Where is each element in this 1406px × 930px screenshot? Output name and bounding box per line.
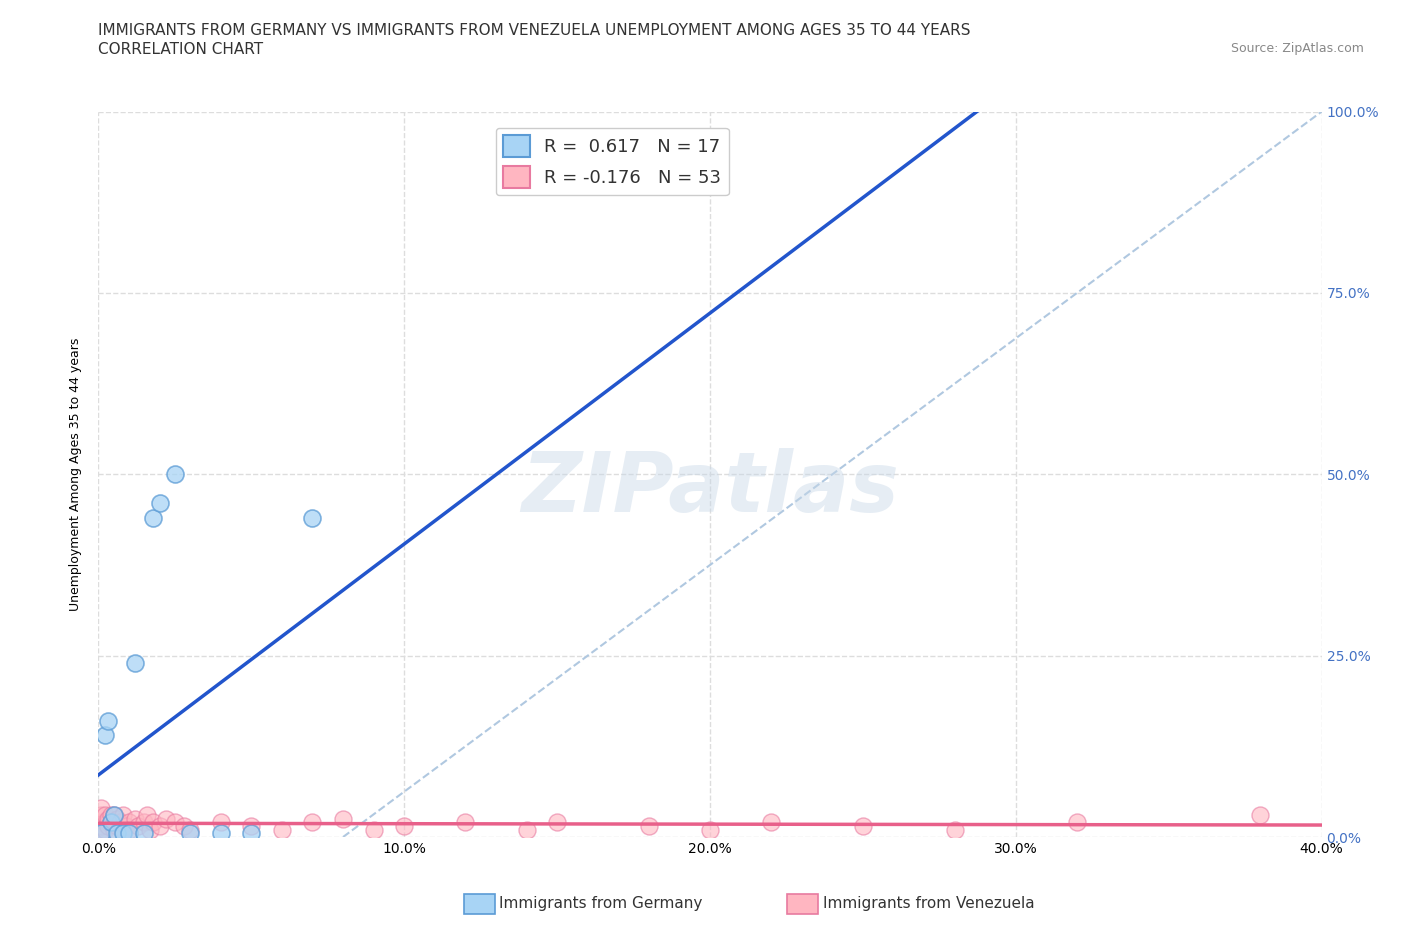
Point: [103, 822, 125, 837]
Point: [90, 822, 112, 837]
Point: [240, 818, 263, 833]
Point: [454, 815, 477, 830]
Point: [118, 822, 141, 837]
Point: [97, 815, 120, 830]
Point: [699, 822, 721, 837]
Point: [179, 822, 201, 837]
Point: [270, 822, 292, 837]
Point: [759, 815, 782, 830]
Point: [1066, 815, 1088, 830]
Point: [301, 511, 323, 525]
Point: [392, 818, 416, 833]
Point: [97, 818, 120, 833]
Point: [90, 801, 112, 816]
Point: [142, 815, 165, 830]
Point: [111, 808, 134, 823]
Point: [97, 713, 120, 728]
Point: [209, 815, 232, 830]
Point: [240, 826, 263, 841]
Point: [100, 815, 122, 830]
Point: [149, 818, 172, 833]
Point: [301, 815, 323, 830]
Point: [100, 808, 122, 823]
Point: [127, 818, 149, 833]
Point: [103, 808, 125, 823]
Point: [124, 656, 146, 671]
Point: [103, 808, 125, 823]
Point: [100, 815, 122, 830]
Point: [134, 826, 156, 841]
Point: [136, 808, 159, 823]
Point: [852, 818, 875, 833]
Point: [97, 811, 120, 827]
Point: [103, 815, 125, 830]
Y-axis label: Unemployment Among Ages 35 to 44 years: Unemployment Among Ages 35 to 44 years: [69, 338, 83, 611]
Point: [134, 815, 156, 830]
Point: [1249, 808, 1271, 823]
Point: [115, 818, 138, 833]
Point: [105, 818, 128, 833]
Point: [363, 822, 385, 837]
Point: [516, 822, 538, 837]
Point: [90, 815, 112, 830]
Point: [118, 826, 141, 841]
Point: [155, 811, 177, 827]
Point: [90, 818, 112, 833]
Point: [90, 826, 112, 841]
Point: [105, 826, 128, 841]
Legend: R =  0.617   N = 17, R = -0.176   N = 53: R = 0.617 N = 17, R = -0.176 N = 53: [496, 128, 728, 195]
Point: [108, 815, 131, 830]
Point: [163, 467, 186, 482]
Point: [93, 728, 115, 743]
Point: [546, 815, 568, 830]
Point: [179, 826, 201, 841]
Text: IMMIGRANTS FROM GERMANY VS IMMIGRANTS FROM VENEZUELA UNEMPLOYMENT AMONG AGES 35 : IMMIGRANTS FROM GERMANY VS IMMIGRANTS FR…: [98, 23, 972, 38]
Point: [111, 822, 134, 837]
Text: CORRELATION CHART: CORRELATION CHART: [98, 42, 263, 57]
Point: [173, 818, 195, 833]
Point: [90, 808, 112, 823]
Point: [93, 822, 115, 837]
Point: [332, 811, 354, 827]
Point: [124, 811, 146, 827]
Point: [93, 815, 115, 830]
Text: Source: ZipAtlas.com: Source: ZipAtlas.com: [1230, 42, 1364, 55]
Point: [209, 826, 232, 841]
Point: [149, 496, 172, 511]
Point: [93, 808, 115, 823]
Point: [111, 826, 134, 841]
Point: [118, 815, 141, 830]
Point: [90, 826, 112, 841]
Point: [139, 822, 162, 837]
Point: [142, 511, 165, 525]
Point: [637, 818, 661, 833]
Text: Immigrants from Germany: Immigrants from Germany: [499, 897, 703, 911]
Point: [105, 811, 128, 827]
Point: [163, 815, 186, 830]
Text: ZIPatlas: ZIPatlas: [522, 448, 898, 529]
Text: Immigrants from Venezuela: Immigrants from Venezuela: [823, 897, 1035, 911]
Point: [943, 822, 966, 837]
